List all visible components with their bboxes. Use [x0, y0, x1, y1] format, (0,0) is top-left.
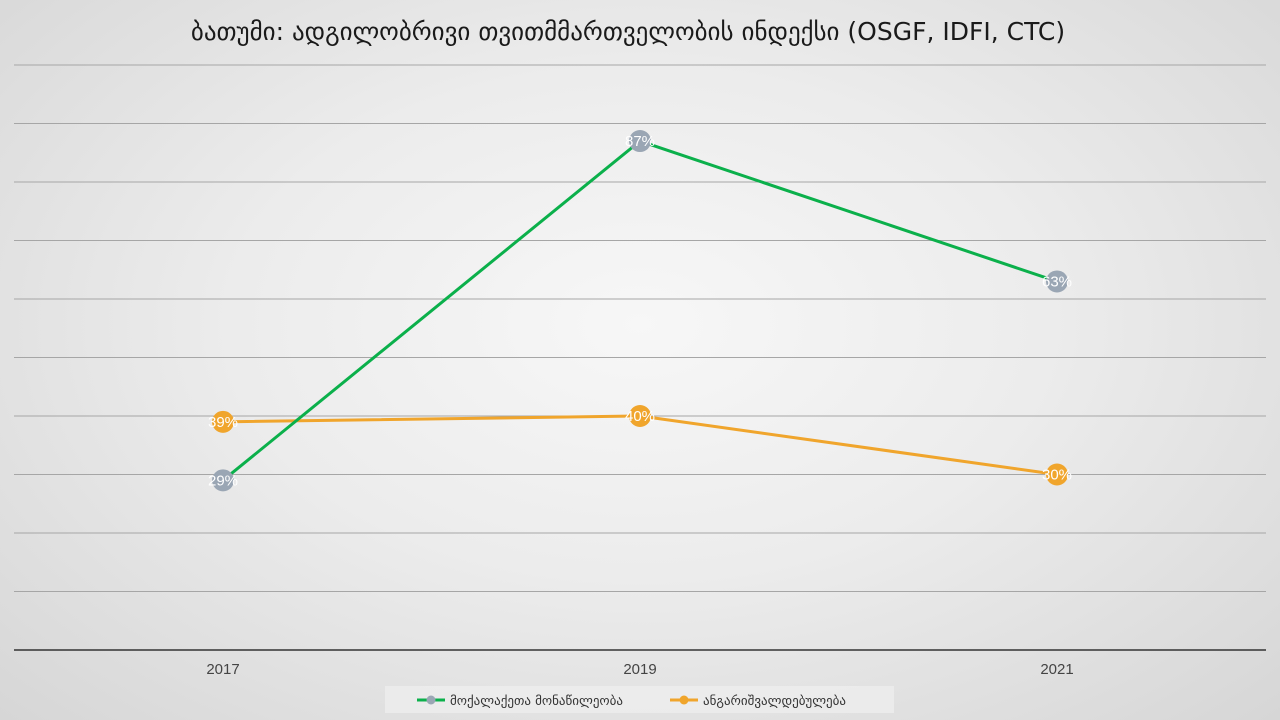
- legend-marker-swatch: [679, 695, 689, 705]
- series-group: [212, 130, 1068, 492]
- data-point-marker: [212, 469, 234, 492]
- data-point-marker: [1046, 463, 1068, 486]
- legend: მოქალაქეთა მონაწილეობა ანგარიშვალდებულება: [385, 686, 894, 713]
- chart-title: ბათუმი: ადგილობრივი თვითმმართველობის ინდ…: [191, 17, 1065, 46]
- data-label: 40%: [625, 408, 655, 425]
- x-tick-label: 2019: [623, 661, 656, 678]
- data-label: 87%: [625, 133, 655, 150]
- data-labels: 39% 40% 30% 29% 87% 63%: [208, 133, 1072, 489]
- legend-marker-swatch: [426, 695, 436, 705]
- data-point-marker: [212, 410, 234, 433]
- data-label: 39%: [208, 414, 238, 431]
- legend-label: მოქალაქეთა მონაწილეობა: [450, 694, 623, 709]
- x-tick-label: 2017: [206, 661, 239, 678]
- x-axis-ticks: 2017 2019 2021: [206, 661, 1073, 678]
- legend-box: [385, 686, 894, 713]
- data-label: 63%: [1042, 273, 1072, 290]
- legend-label: ანგარიშვალდებულება: [703, 694, 846, 709]
- data-point-marker: [629, 130, 651, 153]
- x-tick-label: 2021: [1040, 661, 1073, 678]
- data-point-marker: [629, 405, 651, 427]
- data-label: 29%: [208, 472, 238, 489]
- series-line: [222, 139, 1058, 482]
- data-point-marker: [1046, 270, 1068, 293]
- data-label: 30%: [1042, 467, 1072, 484]
